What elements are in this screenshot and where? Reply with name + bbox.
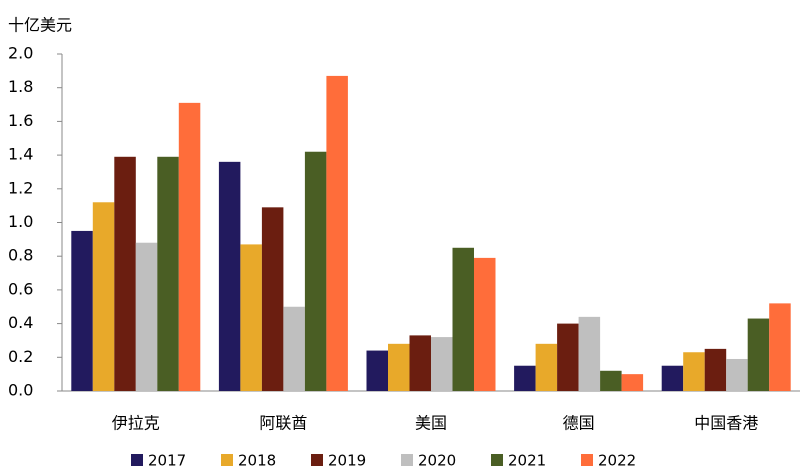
x-tick-label: 德国 (563, 414, 595, 433)
bar (557, 323, 579, 391)
bar (71, 230, 93, 391)
legend-swatch (491, 454, 503, 466)
bar (683, 352, 705, 391)
bar (178, 102, 201, 392)
bar (535, 343, 558, 391)
y-tick-label: 1.4 (8, 145, 33, 164)
bar (514, 365, 536, 391)
y-tick-label: 0.4 (8, 313, 33, 332)
bar (261, 207, 284, 391)
legend-swatch (401, 454, 413, 466)
bar (114, 156, 136, 391)
bar (157, 156, 179, 391)
bar (92, 202, 115, 391)
legend-swatch (221, 454, 233, 466)
y-tick-label: 2.0 (8, 44, 33, 63)
bar (304, 151, 327, 391)
bar (704, 348, 727, 391)
bar (326, 75, 348, 391)
y-tick-label: 0.2 (8, 347, 33, 366)
bar (661, 365, 684, 391)
y-tick-label: 0.0 (8, 381, 33, 400)
y-tick-label: 0.6 (8, 279, 33, 298)
legend-label: 2021 (508, 452, 546, 468)
legend-swatch (581, 454, 593, 466)
bar (135, 242, 158, 391)
bar (240, 244, 262, 391)
bar (747, 318, 770, 391)
bar (431, 337, 453, 391)
bar (283, 306, 305, 391)
legend-swatch (311, 454, 323, 466)
bar (769, 303, 791, 391)
bar (621, 374, 644, 391)
x-tick-label: 阿联酋 (259, 414, 307, 433)
y-tick-label: 1.8 (8, 77, 33, 96)
bar (452, 247, 474, 391)
y-tick-label: 0.8 (8, 246, 33, 265)
x-tick-label: 美国 (415, 414, 447, 433)
x-tick-label: 中国香港 (694, 414, 758, 433)
legend-label: 2019 (328, 452, 366, 468)
x-tick-label: 伊拉克 (112, 414, 160, 433)
y-tick-label: 1.6 (8, 111, 33, 130)
legend-swatch (131, 454, 143, 466)
y-axis-label: 十亿美元 (8, 16, 72, 35)
bar (474, 257, 496, 391)
bar (409, 335, 431, 391)
legend-label: 2017 (148, 452, 186, 468)
y-tick-label: 1.2 (8, 178, 33, 197)
legend-label: 2018 (238, 452, 276, 468)
bar (600, 370, 622, 391)
legend-label: 2022 (598, 452, 636, 468)
bar (218, 161, 241, 391)
legend-label: 2020 (418, 452, 456, 468)
bar (366, 350, 388, 391)
bar (388, 343, 410, 391)
bar (726, 358, 748, 391)
y-tick-label: 1.0 (8, 212, 33, 231)
bar (578, 316, 601, 391)
